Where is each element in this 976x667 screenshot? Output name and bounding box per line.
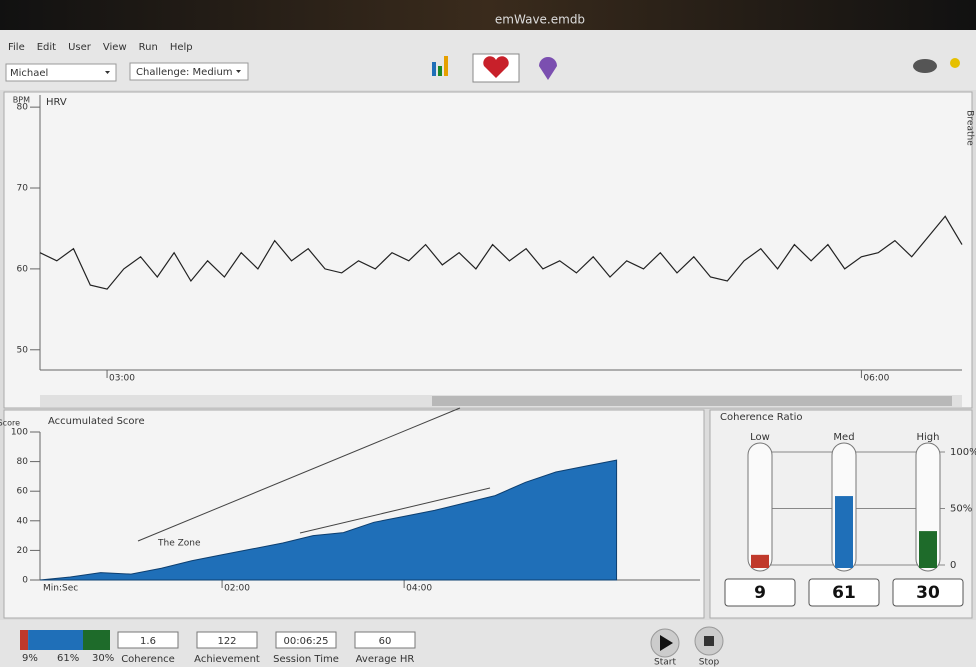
menu-item[interactable]: Run xyxy=(139,42,158,53)
y-tick-label: 80 xyxy=(17,457,29,467)
panel-title: Coherence Ratio xyxy=(720,412,802,423)
stat-label: Session Time xyxy=(273,654,339,665)
x-tick-label: 03:00 xyxy=(109,374,135,384)
y-tick-label: 60 xyxy=(17,487,29,497)
user-name: Michael xyxy=(10,68,48,79)
coherence-segment xyxy=(83,630,110,650)
menu-item[interactable]: File xyxy=(8,42,25,53)
side-label: Breathe xyxy=(965,110,975,146)
y-tick-label: 100 xyxy=(11,428,28,438)
segment-label: 9% xyxy=(22,653,38,664)
button-label[interactable]: Start xyxy=(654,658,676,667)
hrv-panel xyxy=(4,92,972,408)
value-label: 61 xyxy=(832,583,856,603)
menu-item[interactable]: Help xyxy=(170,42,193,53)
value-label: 9 xyxy=(754,583,766,603)
y-tick-label: 100% xyxy=(950,447,976,458)
category-label: Low xyxy=(750,432,770,443)
sun-icon[interactable] xyxy=(950,58,960,68)
menu-item[interactable]: Edit xyxy=(37,42,56,53)
cloud-icon[interactable] xyxy=(913,59,937,73)
x-tick-label: 04:00 xyxy=(406,584,432,594)
stat-value: 60 xyxy=(379,636,392,647)
y-tick-label: 0 xyxy=(22,576,28,586)
stat-value: 122 xyxy=(217,636,236,647)
coherence-segment xyxy=(20,630,28,650)
menu-item[interactable]: View xyxy=(103,42,127,53)
chart-title: HRV xyxy=(46,97,67,108)
coherence-bar xyxy=(835,496,853,568)
menu-item[interactable]: User xyxy=(68,42,92,53)
stat-value: 00:06:25 xyxy=(284,636,329,647)
stop-icon xyxy=(704,636,714,646)
y-tick-label: 70 xyxy=(17,184,29,194)
stats-icon xyxy=(438,66,442,76)
category-label: Med xyxy=(833,432,854,443)
stats-icon xyxy=(444,56,448,76)
coherence-bar xyxy=(751,555,769,568)
x-tick-label: 06:00 xyxy=(863,374,889,384)
title-bar xyxy=(0,0,976,30)
coherence-bar xyxy=(919,531,937,568)
stat-label: Average HR xyxy=(356,654,415,665)
scroll-thumb[interactable] xyxy=(432,396,952,406)
tube xyxy=(748,443,772,571)
y-tick-label: 50 xyxy=(17,345,29,355)
y-tick-label: 40 xyxy=(17,516,29,526)
value-label: 30 xyxy=(916,583,940,603)
page: emWave.emdb Michael Challenge: Medium Fi… xyxy=(0,0,976,667)
challenge-level: Challenge: Medium xyxy=(136,67,233,78)
window-title: emWave.emdb xyxy=(495,13,585,27)
y-tick-label: 60 xyxy=(17,264,29,274)
chart-title: Accumulated Score xyxy=(48,416,145,427)
y-tick-label: 50% xyxy=(950,504,972,515)
y-axis-label: Score xyxy=(0,419,20,428)
x-axis-label: Min:Sec xyxy=(43,584,78,594)
stat-label: Achievement xyxy=(194,654,260,665)
x-tick-label: 02:00 xyxy=(224,584,250,594)
y-tick-label: 20 xyxy=(17,546,29,556)
stats-icon[interactable] xyxy=(432,62,436,76)
button-label[interactable]: Stop xyxy=(699,658,720,667)
stat-label: Coherence xyxy=(121,654,175,665)
y-tick-label: 0 xyxy=(950,560,956,571)
segment-label: 30% xyxy=(92,653,114,664)
zone-label: The Zone xyxy=(157,539,201,549)
segment-label: 61% xyxy=(57,653,79,664)
y-tick-label: 80 xyxy=(17,103,29,113)
app-window: emWave.emdb Michael Challenge: Medium Fi… xyxy=(0,0,976,667)
stat-value: 1.6 xyxy=(140,636,156,647)
coherence-segment xyxy=(28,630,83,650)
category-label: High xyxy=(917,432,940,443)
